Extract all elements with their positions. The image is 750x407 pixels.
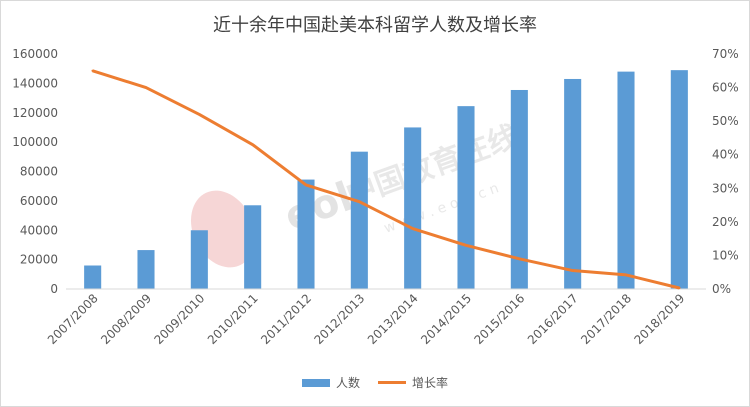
- bar-2008/2009: [137, 250, 155, 289]
- x-tick-label: 2018/2019: [632, 291, 688, 347]
- legend-item-rate: 增长率: [378, 374, 448, 391]
- growth-rate-point: [198, 113, 201, 116]
- x-tick-label: 2007/2008: [45, 291, 101, 347]
- x-tick-label: 2009/2010: [152, 291, 208, 347]
- x-tick-label: 2008/2009: [98, 291, 154, 347]
- right-tick-label: 40%: [712, 148, 739, 162]
- left-tick-label: 160000: [12, 47, 58, 61]
- x-tick-label: 2013/2014: [365, 291, 421, 347]
- legend-swatch-line: [378, 381, 406, 384]
- legend-item-count: 人数: [301, 374, 360, 391]
- growth-rate-point: [518, 257, 521, 260]
- legend: 人数 增长率: [1, 374, 749, 391]
- bar-2013/2014: [404, 127, 422, 289]
- x-axis-labels: 2007/20082008/20092009/20102010/20112011…: [45, 291, 688, 347]
- right-axis-ticks: 0% 10% 20% 30% 40% 50% 60% 70%: [712, 47, 739, 296]
- x-tick-label: 2010/2011: [205, 291, 261, 347]
- x-tick-label: 2015/2016: [472, 291, 528, 347]
- growth-rate-point: [251, 143, 254, 146]
- growth-rate-point: [464, 244, 468, 247]
- x-tick-label: 2011/2012: [258, 291, 314, 347]
- left-tick-label: 0: [50, 282, 58, 296]
- x-tick-label: 2012/2013: [312, 291, 368, 347]
- growth-rate-point: [624, 273, 628, 277]
- x-tick-label: 2016/2017: [525, 291, 581, 347]
- right-tick-label: 20%: [712, 215, 739, 229]
- growth-rate-point: [678, 286, 681, 290]
- bar-series: [84, 70, 688, 289]
- bar-2016/2017: [564, 78, 582, 289]
- bar-2017/2018: [617, 71, 635, 289]
- bar-2018/2019: [670, 70, 688, 289]
- x-tick-label: 2017/2018: [578, 291, 634, 347]
- line-series: [91, 69, 681, 290]
- right-tick-label: 50%: [712, 114, 739, 128]
- growth-rate-line: [92, 69, 680, 290]
- growth-rate-point: [91, 69, 94, 72]
- left-tick-label: 120000: [12, 106, 58, 120]
- bar-2009/2010: [190, 230, 208, 289]
- growth-rate-point: [144, 86, 148, 89]
- left-tick-label: 20000: [20, 253, 58, 267]
- right-tick-label: 10%: [712, 248, 739, 262]
- growth-rate-point: [411, 227, 414, 230]
- bar-2007/2008: [84, 265, 102, 289]
- x-tick-label: 2014/2015: [418, 291, 474, 347]
- left-tick-label: 40000: [20, 223, 58, 237]
- growth-rate-point: [358, 200, 361, 203]
- watermark-text: 中国教育在线: [342, 119, 523, 213]
- right-tick-label: 60%: [712, 81, 739, 95]
- legend-label-count: 人数: [335, 376, 360, 390]
- growth-rate-point: [304, 183, 308, 187]
- bar-2014/2015: [457, 106, 475, 289]
- bar-2012/2013: [350, 151, 368, 289]
- bar-2011/2012: [297, 179, 315, 289]
- left-tick-label: 140000: [12, 76, 58, 90]
- legend-label-rate: 增长率: [412, 376, 449, 390]
- bar-2015/2016: [510, 89, 528, 289]
- left-tick-label: 60000: [20, 194, 58, 208]
- growth-rate-point: [571, 269, 574, 272]
- left-axis-ticks: 0 20000 40000 60000 80000 100000 120000 140000 1…: [12, 47, 58, 296]
- right-tick-label: 0%: [712, 282, 731, 296]
- right-tick-label: 30%: [712, 181, 739, 195]
- right-tick-label: 70%: [712, 47, 739, 61]
- chart-title: 近十余年中国赴美本科留学人数及增长率: [213, 15, 537, 36]
- legend-swatch-bar: [301, 378, 330, 387]
- left-tick-label: 100000: [12, 135, 58, 149]
- left-tick-label: 80000: [20, 165, 58, 179]
- bar-2010/2011: [244, 205, 262, 289]
